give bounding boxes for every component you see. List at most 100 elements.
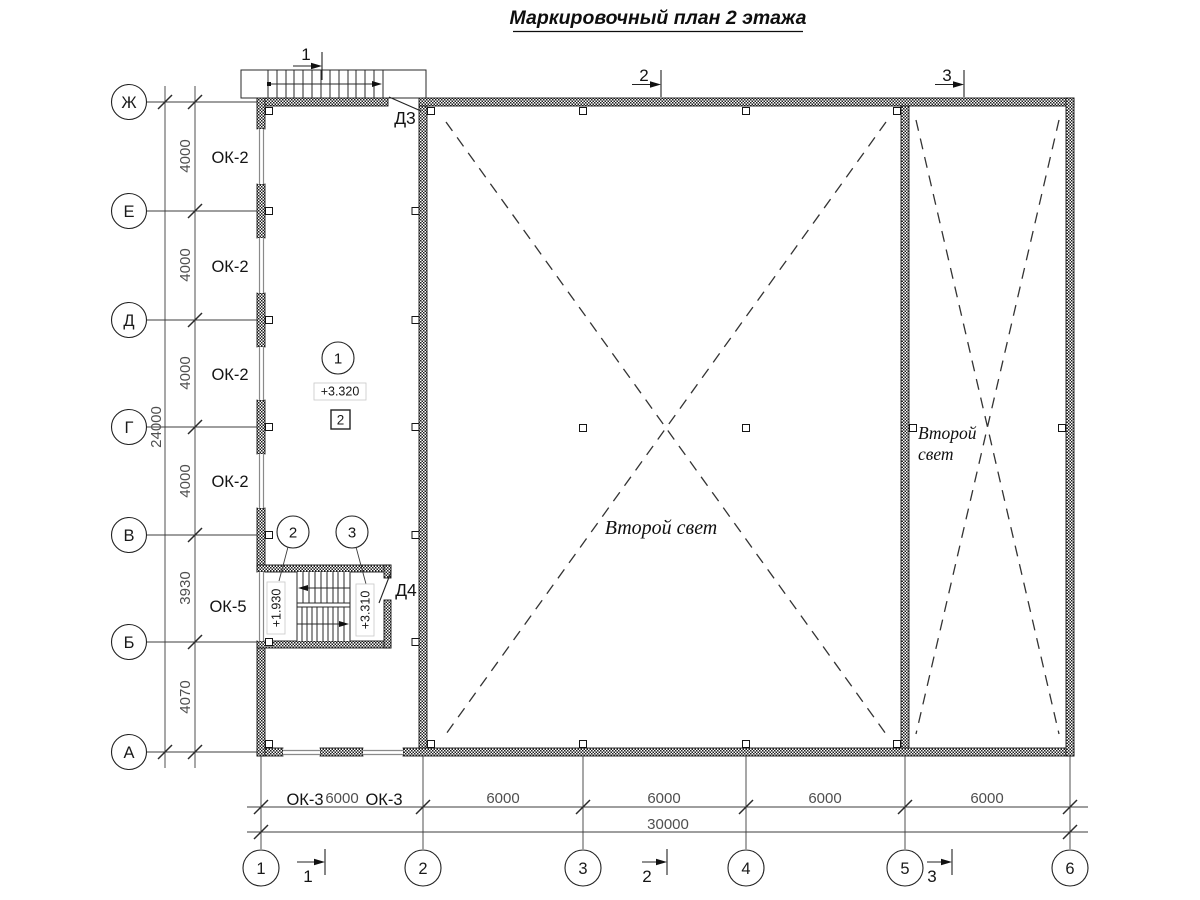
section-marks: 1 2 3 1 2: [293, 45, 965, 886]
label-ok3-2: ОК-3: [365, 791, 402, 809]
door-d3-leaf: [388, 96, 422, 112]
axis-rows: Ж Е Д Г В Б А: [110, 83, 257, 771]
window-labels: ОК-2 ОК-2 ОК-2 ОК-2 ОК-5 ОК-3 ОК-3: [209, 149, 402, 809]
level-top-value: +3.310: [359, 591, 373, 630]
wall-top-right: [418, 97, 1075, 107]
axis-circle-row-e: [110, 192, 148, 230]
doors: Д3 Д4: [378, 96, 422, 604]
axis-row-label: Ж: [121, 94, 137, 112]
stair-external: [240, 69, 427, 99]
wall-left-pier: [256, 640, 266, 757]
window-ok3-2: [363, 748, 403, 756]
axis-cols: 1 2 3 4 5 6: [242, 756, 1089, 887]
axis-col-label: 5: [900, 860, 909, 878]
dim-bottom: 6000 6000 6000 6000 6000 30000: [247, 790, 1088, 840]
section-digit: 1: [301, 45, 310, 64]
wall-left-pier: [256, 97, 266, 130]
stair-wall-right-lower: [383, 599, 392, 649]
level-landing-box: [266, 581, 286, 635]
wall-left-pier: [256, 183, 266, 239]
axis-row-label: Г: [125, 419, 134, 437]
stair-direction-arrow: [372, 81, 382, 87]
window-ok2-3: [257, 347, 265, 400]
label-ok2-1: ОК-2: [211, 149, 248, 167]
void-cross-hall-line1: [445, 121, 887, 735]
section-mark-bottom-3: 3: [927, 849, 953, 886]
stair-arrow-start-dot: [267, 82, 271, 86]
axis-col-label: 6: [1065, 860, 1074, 878]
axis-row-label: В: [123, 527, 134, 545]
void-label-right-1: Второй: [918, 423, 977, 443]
section-digit: 3: [942, 66, 951, 85]
axis-circle-row-d: [110, 301, 148, 339]
section-mark-top-2: 2: [632, 66, 662, 97]
axis-row-label: Б: [124, 634, 135, 652]
void-cross-hall-line2: [445, 121, 887, 735]
void-label-right-2: свет: [918, 444, 954, 464]
axis-row-label: Д: [123, 312, 134, 330]
stair-wall-bottom: [256, 640, 392, 649]
stair-internal: [296, 572, 351, 641]
flight-callout-circle-2: [276, 515, 310, 549]
door-d4-leaf: [378, 571, 392, 604]
axis-circle-row-g: [110, 408, 148, 446]
dim-bottom-seg-4: 6000: [970, 790, 1003, 807]
flight-callout-circle-3: [335, 515, 369, 549]
level-top-box: [355, 583, 375, 637]
dim-left-seg-3: 4000: [177, 464, 194, 497]
axis-circle-col-2: [404, 849, 442, 887]
axis-row-label: Е: [123, 203, 134, 221]
window-ok2-4: [257, 454, 265, 508]
dim-left-seg-0: 4000: [177, 139, 194, 172]
section-digit: 1: [303, 867, 312, 886]
stair-wall-right-stub: [383, 564, 392, 579]
plan-title: Маркировочный план 2 этажа: [510, 7, 807, 33]
dim-bottom-seg-2: 6000: [647, 790, 680, 807]
axis-circle-col-5: [886, 849, 924, 887]
wall-axis-5: [900, 105, 910, 749]
column-markers: [265, 107, 1066, 748]
wall-bottom-seg3: [402, 747, 1075, 757]
section-digit: 3: [927, 867, 936, 886]
section-mark-bottom-2: 2: [642, 849, 668, 886]
label-ok2-3: ОК-2: [211, 366, 248, 384]
axis-circle-row-zh: [110, 83, 148, 121]
section-mark-bottom-1: 1: [297, 849, 326, 886]
windows: [257, 129, 403, 756]
axis-col-label: 4: [741, 860, 750, 878]
dim-left-seg-1: 4000: [177, 248, 194, 281]
level-floor-box: [313, 382, 367, 401]
window-ok2-2: [257, 238, 265, 293]
label-ok2-2: ОК-2: [211, 258, 248, 276]
axis-col-label: 1: [256, 860, 265, 878]
dim-bottom-seg-3: 6000: [808, 790, 841, 807]
label-ok3-1: ОК-3: [286, 791, 323, 809]
wall-left-pier: [256, 507, 266, 573]
room-callout-circle: [321, 341, 355, 375]
section-mark-top-1: 1: [293, 45, 323, 80]
dim-left-total: 24000: [148, 406, 165, 448]
stair-wall-top: [256, 564, 392, 573]
section-digit: 2: [639, 66, 648, 85]
axis-col-label: 3: [578, 860, 587, 878]
window-ok3-1: [283, 748, 320, 756]
axis-circle-row-b: [110, 623, 148, 661]
void-cross-strip-line1: [915, 119, 1060, 735]
page-title: Маркировочный план 2 этажа: [510, 7, 807, 29]
annotations: 1 +3.320 2 2 3 +1.930 +3.310: [266, 341, 375, 637]
room-callout-digit: 1: [334, 351, 342, 368]
axis-circle-row-v: [110, 516, 148, 554]
section-digit: 2: [642, 867, 651, 886]
type-square-digit: 2: [337, 413, 345, 428]
axis-circle-col-4: [727, 849, 765, 887]
dim-bottom-seg-1: 6000: [486, 790, 519, 807]
walls: [256, 97, 1075, 757]
dim-bottom-seg-0: 6000: [325, 790, 358, 807]
wall-left-pier: [256, 292, 266, 348]
flight-callout-digit-2: 2: [289, 525, 297, 542]
door-d3-label: Д3: [394, 108, 416, 128]
label-ok2-4: ОК-2: [211, 473, 248, 491]
level-floor-value: +3.320: [321, 385, 360, 399]
wall-left-pier: [256, 399, 266, 455]
